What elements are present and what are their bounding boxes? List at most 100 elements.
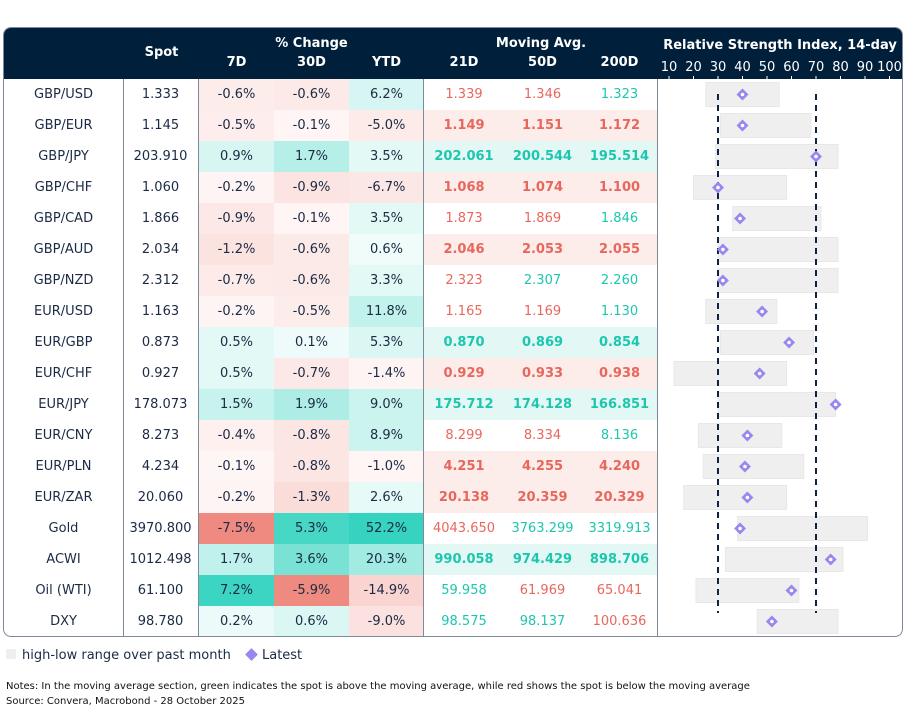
table-row: EUR/JPY 178.073 1.5% 1.9% 9.0% 175.712 174.128… — [4, 389, 902, 420]
moving-avg-50d: 61.969 — [519, 583, 566, 598]
pct-change-d7: -0.2% — [199, 172, 274, 203]
table-row: EUR/USD 1.163 -0.2% -0.5% 11.8% 1.165 1.169 1.1… — [4, 296, 902, 327]
spot-value: 20.060 — [137, 490, 184, 505]
moving-avg-200d: 0.938 — [598, 366, 641, 381]
spot-value: 98.780 — [137, 614, 184, 629]
rsi-range-bar — [756, 609, 839, 634]
header-moving-avg: Moving Avg. — [495, 36, 587, 51]
moving-avg-21d: 4043.650 — [432, 521, 496, 536]
spot-value: 61.100 — [137, 583, 184, 598]
pct-change-d7: 0.9% — [199, 141, 274, 172]
rsi-marker-dot — [789, 588, 794, 593]
pct-change-d30: -0.8% — [274, 420, 349, 451]
spot-value: 178.073 — [133, 397, 188, 412]
pct-change-ytd: 52.2% — [349, 513, 424, 544]
rsi-tick-label: 60 — [783, 60, 800, 75]
pct-change-d30: -5.9% — [274, 575, 349, 606]
rsi-range-bar — [693, 175, 788, 200]
rsi-tick-label: 10 — [661, 60, 678, 75]
pct-change-d7: 0.5% — [199, 327, 274, 358]
spot-value: 4.234 — [141, 459, 180, 474]
moving-avg-50d: 1.074 — [521, 180, 564, 195]
moving-avg-21d: 1.149 — [443, 118, 485, 133]
ma-row-highlight — [424, 389, 657, 420]
moving-avg-50d: 8.334 — [523, 428, 562, 443]
moving-avg-21d: 1.068 — [443, 180, 485, 195]
rsi-range-bar — [695, 578, 800, 603]
table-row: EUR/CNY 8.273 -0.4% -0.8% 8.9% 8.299 8.334 8.13… — [4, 420, 902, 451]
pair-name: EUR/USD — [34, 304, 93, 319]
pct-change-ytd: 11.8% — [349, 296, 424, 327]
rsi-marker-dot — [721, 278, 725, 283]
header-ytd: YTD — [371, 55, 402, 70]
rsi-chart: 10 20 30 40 50 60 70 80 90 100 — [661, 60, 902, 634]
pair-name: EUR/PLN — [35, 459, 92, 474]
spot-value: 0.873 — [141, 335, 180, 350]
pct-change-d30: 1.7% — [274, 141, 349, 172]
rsi-marker-dot — [738, 526, 742, 531]
moving-avg-50d: 1.869 — [523, 211, 562, 226]
rsi-tick-label: 70 — [808, 60, 825, 75]
spot-value: 1012.498 — [129, 552, 192, 567]
moving-avg-21d: 2.323 — [445, 273, 483, 288]
rsi-range-bar — [719, 113, 812, 138]
rsi-marker-dot — [738, 216, 742, 221]
rsi-marker-dot — [740, 92, 745, 97]
pair-name: EUR/JPY — [38, 397, 89, 412]
pair-name: GBP/EUR — [34, 118, 93, 133]
pct-change-d30: -0.6% — [274, 265, 349, 296]
moving-avg-200d: 195.514 — [589, 149, 650, 164]
pct-change-d30: -0.1% — [274, 203, 349, 234]
ma-row-highlight — [424, 482, 657, 513]
notes-text: Notes: In the moving average section, gr… — [6, 681, 750, 692]
spot-value: 1.333 — [141, 87, 180, 102]
pct-change-d30: 0.6% — [274, 606, 349, 636]
rsi-range-bar — [732, 206, 822, 231]
legend-range: high-low range over past month — [22, 648, 231, 663]
moving-avg-21d: 1.339 — [445, 87, 483, 102]
rsi-range-bar — [737, 516, 868, 541]
moving-avg-21d: 4.251 — [443, 459, 485, 474]
moving-avg-21d: 990.058 — [434, 552, 494, 567]
moving-avg-21d: 0.870 — [443, 335, 485, 350]
pair-name: GBP/NZD — [33, 273, 94, 288]
table-row: EUR/PLN 4.234 -0.1% -0.8% -1.0% 4.251 4.255 4.2… — [4, 451, 902, 482]
pair-name: EUR/GBP — [34, 335, 93, 350]
moving-avg-21d: 1.873 — [445, 211, 483, 226]
pct-change-ytd: 3.3% — [349, 265, 424, 296]
ma-row-highlight — [424, 544, 657, 575]
rsi-marker-dot — [814, 154, 818, 159]
rsi-range-bar — [717, 392, 837, 417]
divider — [123, 79, 124, 636]
spot-value: 0.927 — [141, 366, 180, 381]
moving-avg-50d: 1.169 — [523, 304, 562, 319]
moving-avg-50d: 0.869 — [521, 335, 564, 350]
pct-change-ytd: -6.7% — [349, 172, 424, 203]
rsi-marker-dot — [745, 495, 750, 500]
rsi-marker-dot — [760, 309, 764, 314]
pct-change-ytd: -1.4% — [349, 358, 424, 389]
pct-change-d30: -0.9% — [274, 172, 349, 203]
moving-avg-50d: 974.429 — [512, 552, 573, 567]
table-row: GBP/EUR 1.145 -0.5% -0.1% -5.0% 1.149 1.151 1.1… — [4, 110, 902, 141]
header-pct-change: % Change — [275, 36, 348, 51]
rsi-range-bar — [724, 547, 844, 572]
rsi-marker-dot — [740, 123, 745, 128]
pct-change-d30: -1.3% — [274, 482, 349, 513]
pct-change-d7: 0.2% — [199, 606, 274, 636]
header-50d: 50D — [528, 55, 557, 70]
moving-avg-50d: 98.137 — [519, 614, 566, 629]
pair-name: ACWI — [46, 552, 81, 567]
rsi-range-bar — [673, 361, 788, 386]
header-30d: 30D — [297, 55, 326, 70]
moving-avg-50d: 174.128 — [512, 397, 573, 412]
table-row: GBP/CAD 1.866 -0.9% -0.1% 3.5% 1.873 1.869 1.84… — [4, 203, 902, 234]
moving-avg-200d: 0.854 — [598, 335, 641, 350]
moving-avg-200d: 1.323 — [600, 87, 639, 102]
pair-name: GBP/USD — [34, 87, 93, 102]
header-200d: 200D — [600, 55, 639, 70]
pair-name: Oil (WTI) — [35, 583, 92, 598]
pct-change-d30: 0.1% — [274, 327, 349, 358]
pct-change-d7: -0.9% — [199, 203, 274, 234]
pair-name: Gold — [48, 521, 79, 536]
